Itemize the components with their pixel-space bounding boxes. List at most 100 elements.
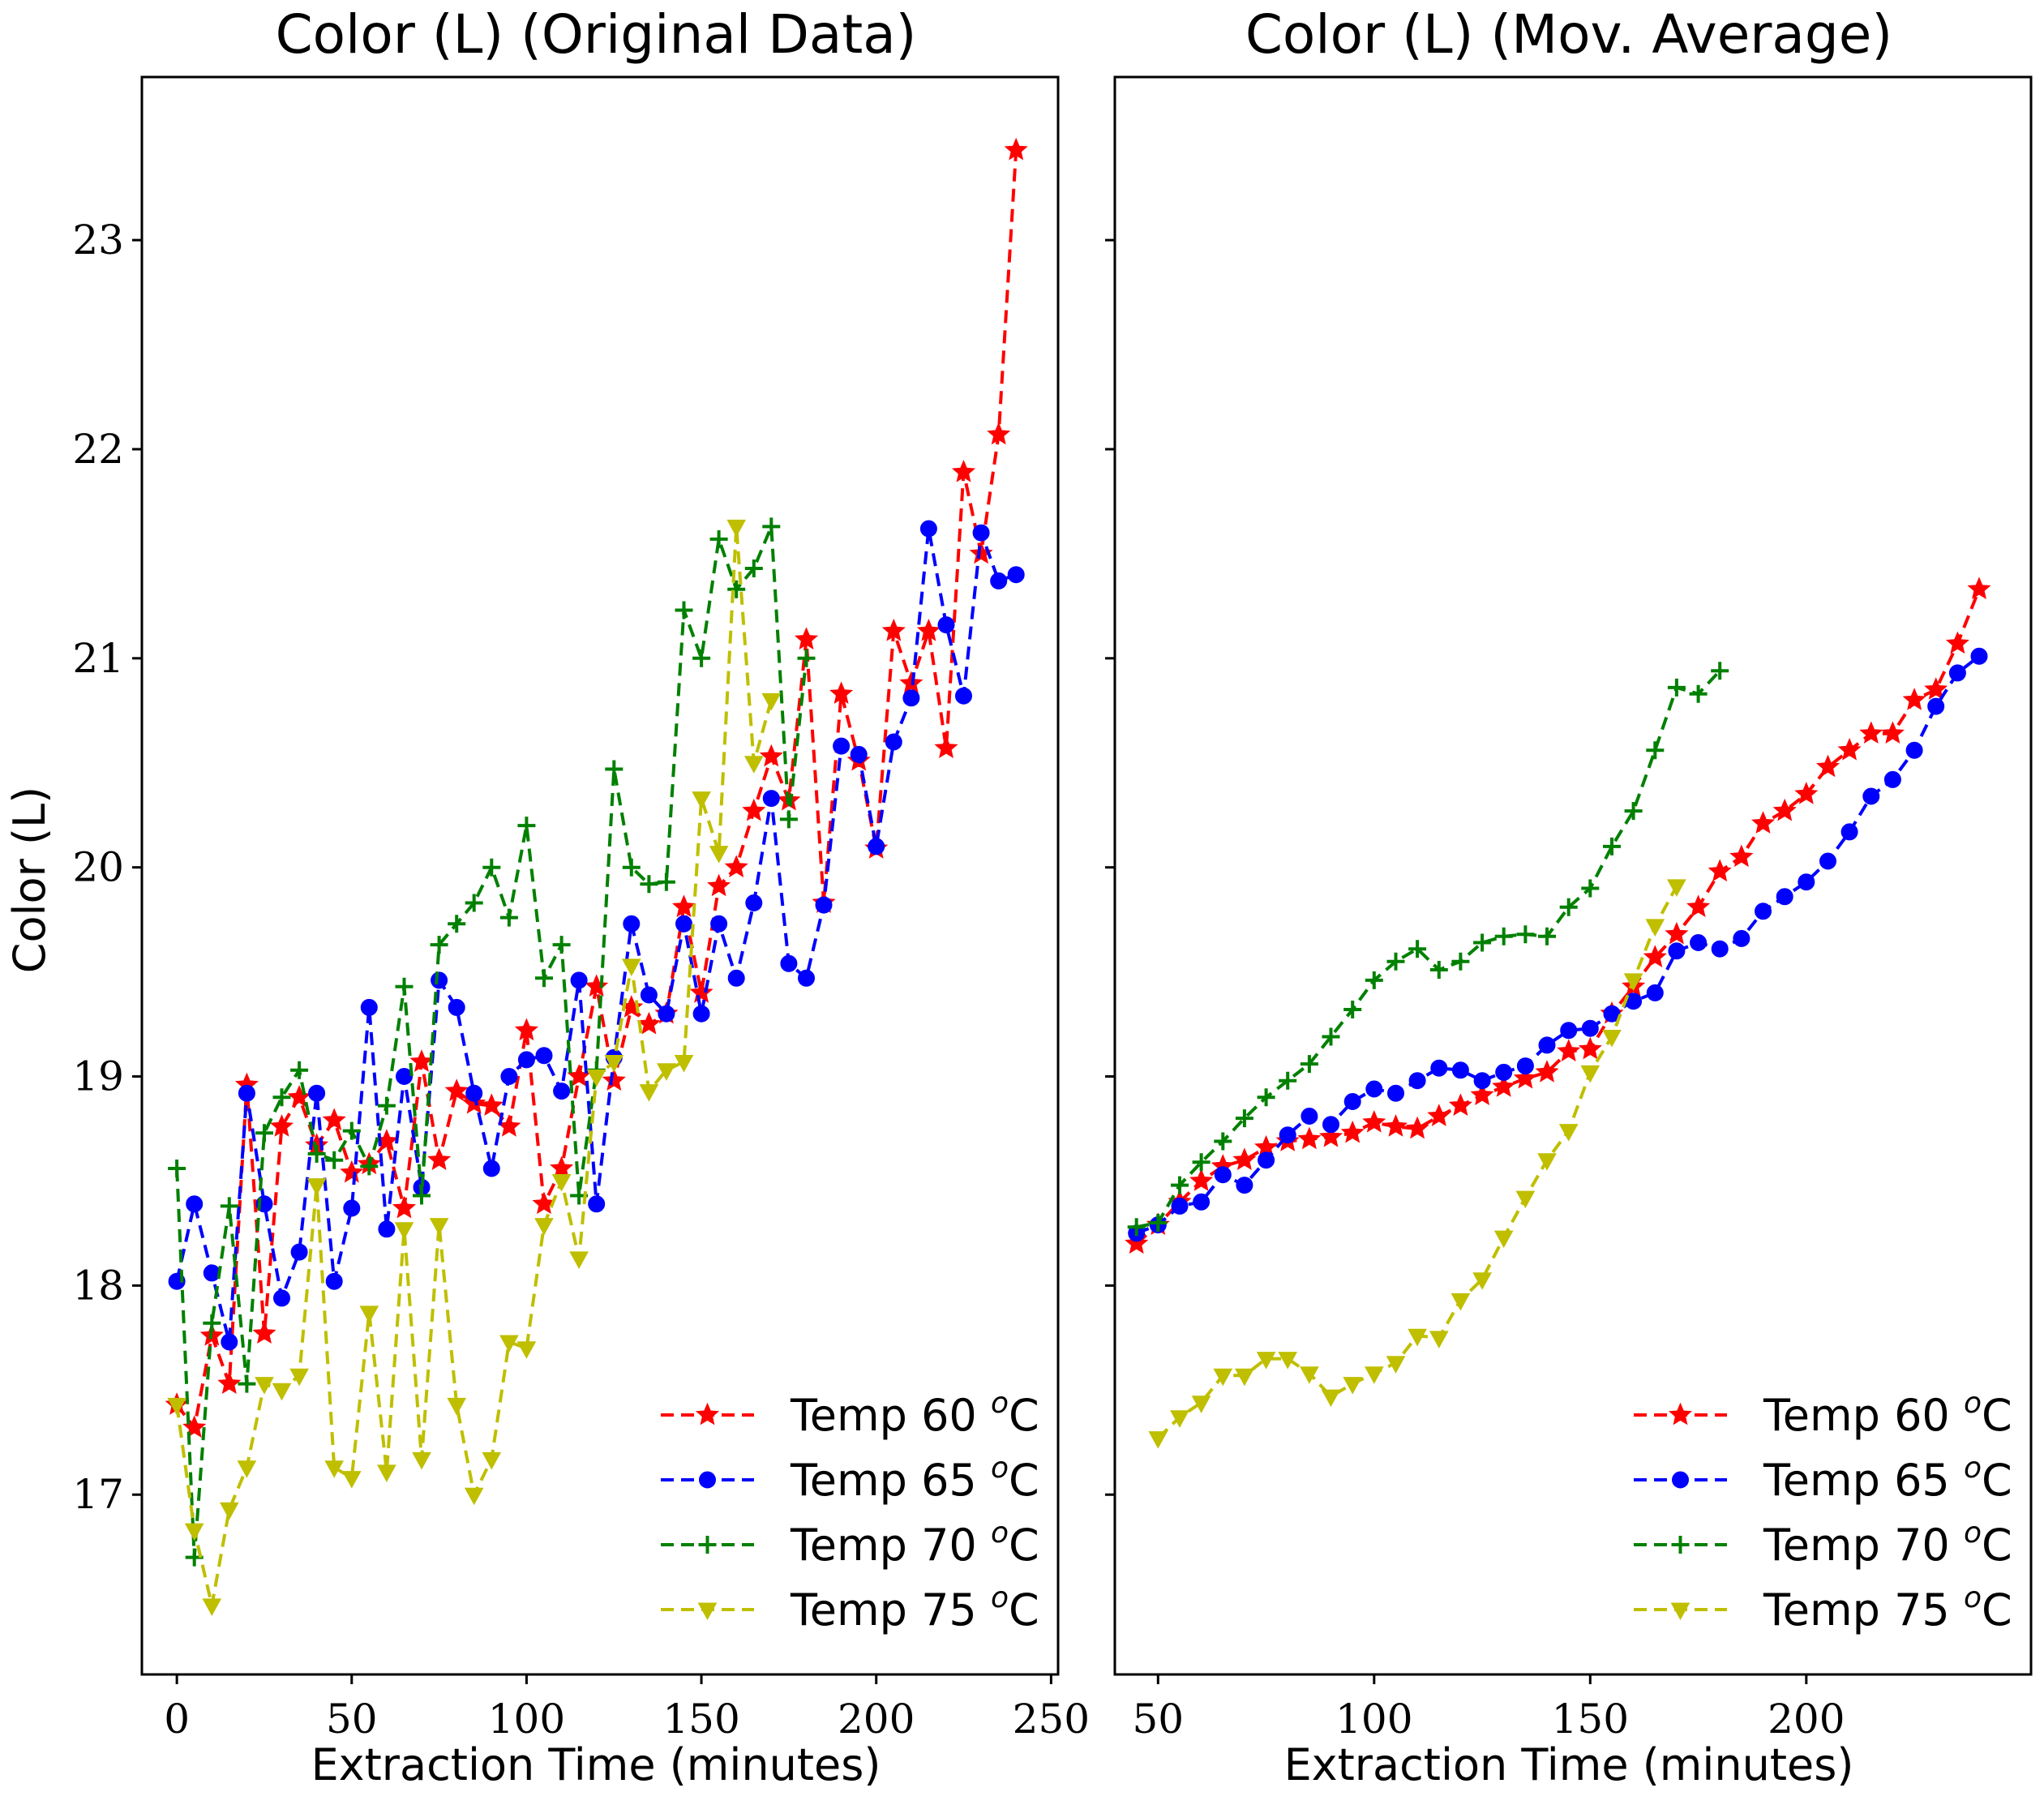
data-point xyxy=(517,1051,535,1069)
legend-unit: C xyxy=(1982,1584,2012,1636)
legend-label: Temp 65 oC xyxy=(1763,1451,2012,1506)
data-point xyxy=(166,1158,188,1179)
legend-marker xyxy=(696,1534,718,1555)
legend-entry: Temp 65 oC xyxy=(1634,1451,2012,1506)
data-point xyxy=(446,913,468,935)
data-point xyxy=(465,1084,483,1102)
x-axis-label: Extraction Time (minutes) xyxy=(1284,1739,1854,1790)
data-point xyxy=(1300,1366,1319,1384)
data-point xyxy=(221,1333,238,1351)
data-point xyxy=(990,572,1008,590)
legend-unit-degree: o xyxy=(1964,1581,1982,1614)
data-point xyxy=(1148,1431,1168,1449)
data-point xyxy=(307,1178,327,1196)
data-point xyxy=(218,1195,240,1217)
data-point xyxy=(1645,919,1665,937)
data-point xyxy=(1903,688,1926,710)
legend-marker xyxy=(699,1471,716,1489)
data-point xyxy=(1343,1377,1362,1395)
data-point xyxy=(1406,1117,1429,1138)
data-point xyxy=(481,856,503,878)
data-point xyxy=(430,1218,449,1236)
legend-unit: C xyxy=(1982,1520,2012,1571)
y-axis xyxy=(1105,238,1115,1496)
data-point xyxy=(1258,1151,1275,1169)
data-point xyxy=(569,1251,589,1269)
data-point xyxy=(255,1377,274,1395)
x-axis-label: Extraction Time (minutes) xyxy=(311,1739,881,1790)
data-point xyxy=(553,1083,571,1100)
data-point xyxy=(1192,1396,1211,1413)
data-point xyxy=(1322,1116,1339,1134)
data-point xyxy=(1686,895,1710,917)
data-point xyxy=(1579,877,1601,899)
data-point xyxy=(392,1196,416,1218)
plot-area xyxy=(165,138,1027,1616)
data-point xyxy=(482,1160,500,1177)
data-point xyxy=(1341,1121,1364,1143)
data-point xyxy=(1495,1063,1513,1081)
moving-average-chart: Color (L) (Mov. Average) Extraction Time… xyxy=(1105,3,2033,1790)
data-point xyxy=(377,1464,396,1482)
data-point xyxy=(1212,1130,1234,1152)
data-point xyxy=(253,1322,276,1344)
data-point xyxy=(1279,1126,1296,1144)
series-4 xyxy=(1148,879,1686,1449)
data-point xyxy=(1169,1174,1190,1196)
data-point xyxy=(588,1195,606,1213)
data-point xyxy=(1581,1019,1599,1037)
data-point xyxy=(675,915,692,933)
data-point xyxy=(795,647,817,669)
legend-unit: C xyxy=(1982,1390,2012,1441)
legend: Temp 60 oC Temp 65 oC Temp 70 oC Temp 75 oC xyxy=(1634,1387,2012,1636)
data-point xyxy=(342,1471,362,1489)
data-point xyxy=(220,1502,239,1520)
legend-label: Temp 75 oC xyxy=(1763,1581,2012,1636)
data-point xyxy=(1927,697,1945,715)
legend-label: Temp 60 oC xyxy=(1763,1387,2012,1441)
data-point xyxy=(324,1460,344,1478)
data-point xyxy=(587,1070,606,1087)
data-point xyxy=(551,934,572,956)
series-2 xyxy=(1128,647,1988,1242)
data-point xyxy=(289,1368,309,1386)
data-point xyxy=(1862,787,1880,805)
data-point xyxy=(1751,812,1775,834)
legend-label: Temp 70 oC xyxy=(790,1516,1039,1571)
data-point xyxy=(1387,1084,1404,1102)
data-point xyxy=(465,1487,484,1505)
data-point xyxy=(1883,770,1901,788)
data-point xyxy=(1494,1230,1514,1248)
data-point xyxy=(1755,902,1772,920)
x-axis: 0 50 100 150 200 250 xyxy=(164,1674,1090,1743)
legend-label: Temp 65 oC xyxy=(790,1451,1039,1506)
data-point xyxy=(1646,984,1664,1001)
data-point xyxy=(761,516,782,538)
data-point xyxy=(1798,873,1815,891)
data-point xyxy=(1580,1065,1600,1083)
data-point xyxy=(727,969,745,987)
data-point xyxy=(533,967,555,989)
data-point xyxy=(1343,1093,1361,1110)
data-point xyxy=(185,1523,204,1541)
legend-unit-degree: o xyxy=(991,1581,1009,1614)
data-point xyxy=(1255,1087,1277,1108)
legend-unit-degree: o xyxy=(991,1387,1009,1420)
legend-unit: C xyxy=(1009,1390,1039,1441)
data-point xyxy=(375,1095,397,1117)
data-point xyxy=(186,1195,204,1213)
data-point xyxy=(1559,1124,1579,1142)
legend-entry: Temp 65 oC xyxy=(661,1451,1039,1506)
data-point xyxy=(1881,722,1905,744)
data-point xyxy=(744,756,764,774)
series-line xyxy=(175,525,808,1558)
data-point xyxy=(498,907,520,928)
data-point xyxy=(798,969,815,987)
data-point xyxy=(604,1055,623,1072)
data-point xyxy=(1624,973,1643,991)
data-point xyxy=(516,815,538,837)
data-point xyxy=(780,954,798,972)
data-point xyxy=(1428,959,1450,980)
data-point xyxy=(1970,647,1988,665)
data-point xyxy=(1690,934,1708,951)
